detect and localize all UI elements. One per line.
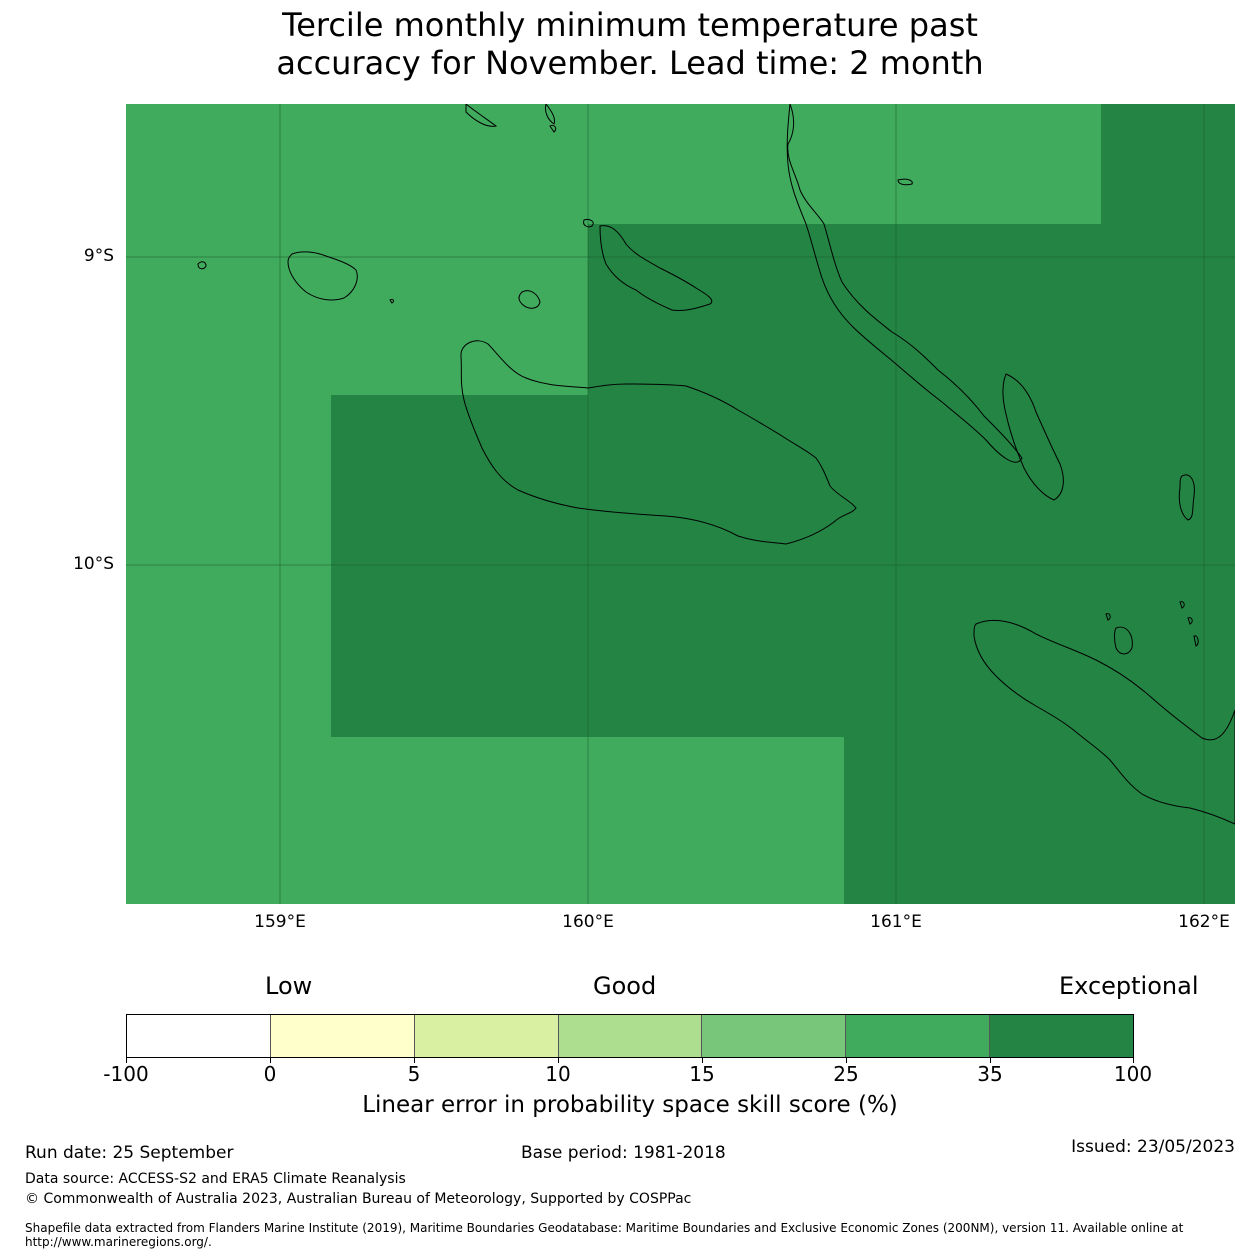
shapefile-credit-line-1: Shapefile data extracted from Flanders M… <box>25 1221 1184 1235</box>
island-ugi <box>1114 626 1133 655</box>
run-date: Run date: 25 September <box>25 1143 234 1163</box>
islet-west <box>197 261 207 270</box>
islet-east-2 <box>1179 601 1185 609</box>
colorbar-category-good: Good <box>593 972 657 1000</box>
colorbar-label: Linear error in probability space skill … <box>362 1092 898 1118</box>
colorbar-tickmark <box>270 1058 271 1063</box>
islet-north-2 <box>465 104 498 127</box>
colorbar-tick-label: 100 <box>1113 1062 1153 1086</box>
title-line-2: accuracy for November. Lead time: 2 mont… <box>276 44 984 82</box>
islet-north-4 <box>583 219 594 228</box>
colorbar-tick-label: 10 <box>545 1062 571 1086</box>
island-malaita-north <box>786 104 1023 463</box>
colorbar-segment <box>270 1015 415 1057</box>
islet-east-4 <box>1193 635 1199 647</box>
colorbar-segment <box>990 1015 1134 1057</box>
shapefile-credit-line-2: http://www.marineregions.org/. <box>25 1235 212 1249</box>
coastlines <box>197 104 1235 825</box>
island-small-top <box>897 178 913 186</box>
colorbar-segment <box>702 1015 847 1057</box>
skill-map <box>126 104 1235 904</box>
shapefile-credit: Shapefile data extracted from Flanders M… <box>25 1221 1245 1249</box>
colorbar-tickmark <box>126 1058 127 1063</box>
colorbar-tick-label: 35 <box>977 1062 1003 1086</box>
islet-north-3 <box>545 104 555 125</box>
colorbar-segment <box>127 1015 271 1057</box>
colorbar-category-low: Low <box>265 972 313 1000</box>
island-makira <box>973 619 1235 825</box>
data-source: Data source: ACCESS-S2 and ERA5 Climate … <box>25 1171 406 1187</box>
colorbar-category-exceptional: Exceptional <box>1059 972 1199 1000</box>
colorbar-tickmark <box>846 1058 847 1063</box>
lon-label-160e: 160°E <box>562 912 614 932</box>
gridlines <box>126 104 1235 904</box>
island-ulawa <box>1178 474 1195 521</box>
lon-label-159e: 159°E <box>254 912 306 932</box>
colorbar-segment <box>558 1015 703 1057</box>
copyright: © Commonwealth of Australia 2023, Austra… <box>25 1191 692 1207</box>
colorbar-tickmark <box>702 1058 703 1063</box>
base-period: Base period: 1981-2018 <box>521 1143 726 1163</box>
island-guadalcanal <box>460 340 857 545</box>
issued-date: Issued: 23/05/2023 <box>1071 1137 1235 1157</box>
lat-label-10s: 10°S <box>73 554 114 574</box>
colorbar-tick-label: -100 <box>103 1062 149 1086</box>
colorbar-tickmark <box>558 1058 559 1063</box>
colorbar-segment <box>846 1015 991 1057</box>
colorbar-tick-label: 5 <box>407 1062 421 1086</box>
colorbar-tick-label: 25 <box>833 1062 859 1086</box>
island-florida <box>599 225 713 311</box>
colorbar <box>126 1014 1134 1058</box>
islet-russell-east <box>389 298 394 304</box>
region-exceptional <box>331 104 1235 904</box>
colorbar-tickmark <box>1133 1058 1134 1063</box>
island-malaita-south <box>1002 373 1064 501</box>
colorbar-segment <box>414 1015 559 1057</box>
lon-label-162e: 162°E <box>1178 912 1230 932</box>
island-savo <box>518 290 541 309</box>
lat-label-9s: 9°S <box>83 246 114 266</box>
colorbar-tick-label: 15 <box>689 1062 715 1086</box>
map-title: Tercile monthly minimum temperature past… <box>0 6 1260 82</box>
islet-east-3 <box>1187 617 1193 625</box>
islet-north-1 <box>549 125 557 133</box>
lon-label-161e: 161°E <box>870 912 922 932</box>
colorbar-tick-label: 0 <box>263 1062 277 1086</box>
colorbar-tickmark <box>990 1058 991 1063</box>
title-line-1: Tercile monthly minimum temperature past <box>282 6 978 44</box>
islet-east-1 <box>1105 613 1111 621</box>
map-canvas <box>126 104 1235 904</box>
island-russell <box>287 251 358 301</box>
colorbar-tickmark <box>414 1058 415 1063</box>
